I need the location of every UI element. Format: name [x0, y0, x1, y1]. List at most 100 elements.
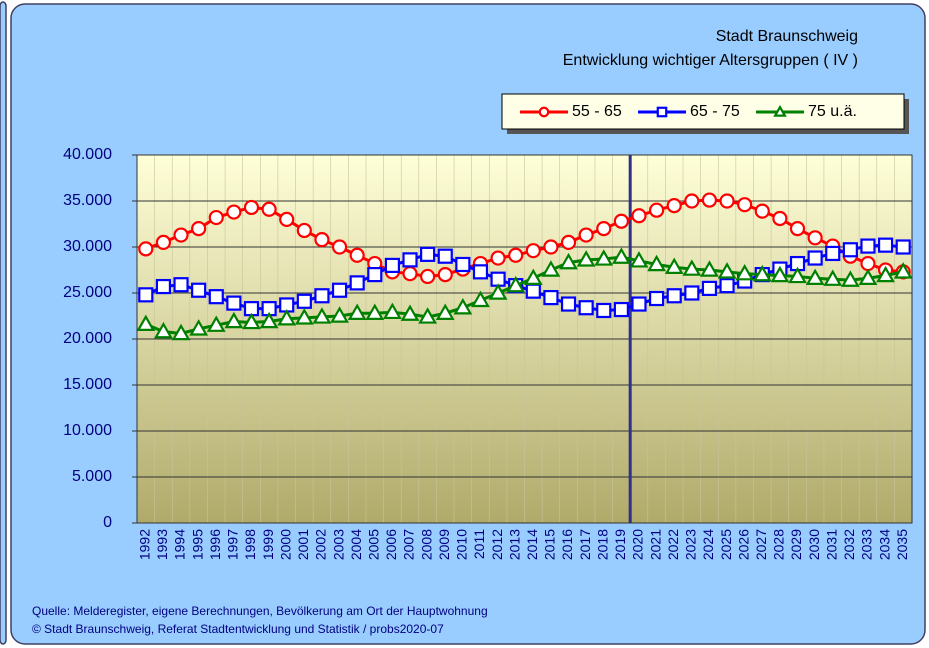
marker [312, 307, 332, 324]
marker [594, 249, 614, 266]
marker [613, 301, 629, 318]
x-tick-label: 1992 [137, 529, 153, 560]
marker [261, 201, 277, 217]
marker [242, 312, 261, 330]
marker [191, 221, 207, 237]
marker [208, 209, 224, 226]
marker [631, 296, 647, 312]
marker [717, 262, 737, 279]
marker [823, 269, 843, 286]
marker [647, 254, 666, 272]
marker [664, 257, 684, 274]
marker [596, 221, 612, 237]
x-tick-label: 2012 [489, 529, 505, 560]
source-note: Quelle: Melderegister, eigene Berechnung… [32, 604, 488, 618]
marker [506, 275, 526, 293]
marker [365, 303, 385, 320]
marker [735, 263, 755, 281]
x-tick-label: 2021 [647, 529, 663, 560]
x-tick-label: 2023 [683, 529, 699, 560]
marker [224, 311, 244, 329]
marker [138, 287, 154, 303]
x-tick-label: 2019 [612, 529, 628, 560]
marker [682, 259, 702, 276]
marker [331, 282, 348, 298]
marker [719, 278, 735, 294]
marker [259, 311, 279, 329]
marker [525, 283, 541, 299]
x-tick-label: 2007 [401, 529, 417, 560]
x-tick-label: 2028 [771, 529, 787, 560]
marker [437, 267, 453, 283]
marker [523, 268, 543, 286]
marker [788, 266, 807, 284]
marker [508, 247, 524, 263]
marker [656, 106, 668, 118]
marker [737, 197, 753, 213]
y-tick-label: 10.000 [63, 422, 112, 439]
marker [541, 260, 561, 277]
marker [420, 246, 436, 262]
marker [772, 210, 788, 227]
x-tick-label: 1993 [154, 529, 170, 560]
x-tick-label: 2004 [348, 529, 364, 560]
marker [384, 257, 400, 273]
x-tick-label: 2006 [383, 529, 399, 560]
marker [296, 222, 312, 239]
marker [472, 264, 489, 280]
x-tick-label: 1998 [242, 529, 258, 560]
marker [895, 239, 911, 255]
marker [453, 298, 473, 315]
source-note: © Stadt Braunschweig, Referat Stadtentwi… [32, 622, 444, 636]
marker [825, 245, 841, 262]
marker [488, 283, 508, 300]
x-tick-label: 2032 [841, 529, 857, 560]
marker [226, 295, 242, 311]
legend-entries: 55 - 65 65 - 75 75 u.ä. [520, 103, 857, 120]
marker [789, 221, 806, 237]
y-tick-label: 0 [103, 514, 112, 531]
marker [402, 266, 418, 282]
x-tick-label: 2003 [330, 529, 346, 560]
marker [684, 285, 700, 301]
marker [525, 243, 541, 259]
marker [578, 227, 594, 243]
marker [367, 267, 383, 283]
x-tick-label: 2025 [718, 529, 734, 560]
marker [296, 293, 312, 309]
x-tick-label: 2014 [524, 529, 540, 560]
marker [543, 290, 559, 306]
marker [330, 306, 349, 323]
marker [490, 250, 506, 266]
x-tick-label: 2027 [753, 529, 769, 560]
marker [840, 270, 860, 287]
marker [807, 230, 823, 246]
marker [666, 198, 682, 214]
y-tick-label: 25.000 [63, 284, 112, 301]
marker [314, 232, 330, 248]
x-tick-label: 2029 [788, 529, 804, 560]
marker [611, 247, 631, 264]
marker [629, 251, 649, 268]
marker [805, 268, 825, 286]
marker [719, 193, 735, 209]
marker [138, 241, 154, 257]
x-tick-label: 2005 [365, 529, 381, 560]
marker [294, 308, 314, 325]
marker [613, 213, 629, 229]
marker [752, 264, 772, 282]
marker [684, 193, 700, 209]
marker [649, 290, 665, 307]
marker [877, 237, 894, 253]
marker [154, 321, 173, 339]
marker [860, 255, 876, 272]
x-tick-label: 2010 [454, 529, 470, 560]
marker [455, 256, 471, 273]
marker [136, 314, 156, 332]
marker [893, 262, 913, 279]
y-tick-label: 20.000 [63, 330, 112, 347]
x-tick-label: 2009 [436, 529, 452, 560]
marker [206, 315, 226, 332]
chart-subtitle: Entwicklung wichtiger Altersgruppen ( IV… [563, 52, 858, 69]
marker [842, 242, 858, 258]
